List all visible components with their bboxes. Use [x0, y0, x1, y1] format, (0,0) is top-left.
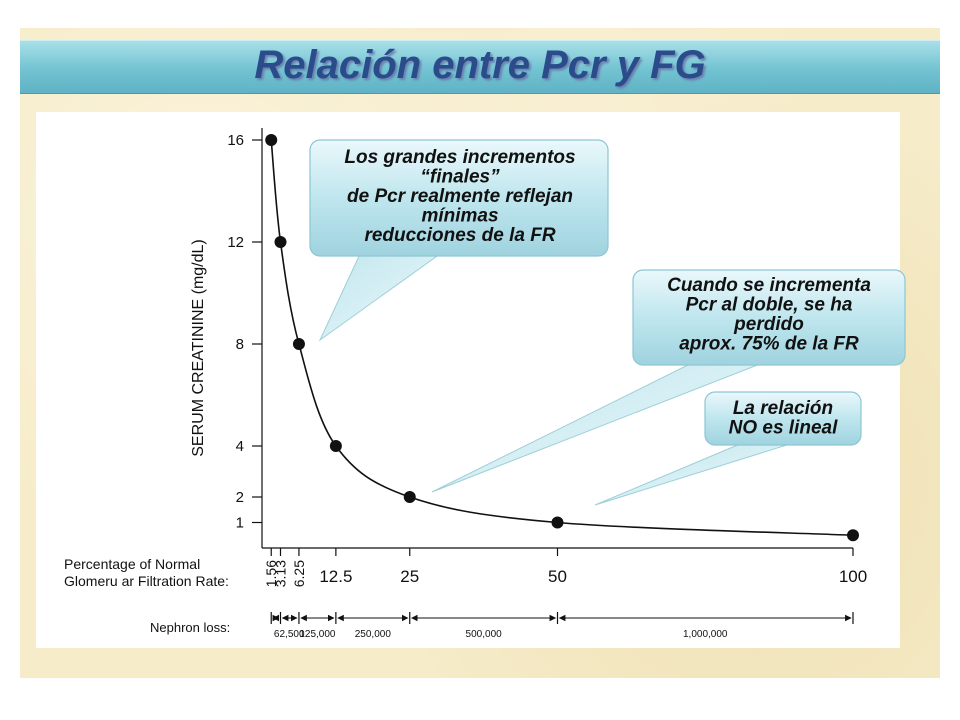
data-point — [329, 440, 342, 452]
y-tick-label: 1 — [236, 515, 244, 532]
data-point — [265, 134, 278, 146]
callout-1: Los grandes incrementos“finales”de Pcr r… — [309, 139, 609, 342]
x-tick-label: 100 — [839, 567, 867, 586]
nephron-segment-label: 500,000 — [466, 629, 503, 640]
data-point — [292, 338, 305, 350]
x-tick-label: 12.5 — [319, 567, 352, 586]
x-tick-label: 1.56 — [263, 560, 279, 587]
callout-tail — [318, 253, 442, 342]
callout-tail — [594, 443, 791, 506]
callout-line: La relación — [733, 398, 833, 419]
callout-line: Los grandes incrementos — [344, 147, 575, 168]
callout-box — [704, 391, 862, 446]
callout-line: Pcr al doble, se ha — [686, 295, 853, 316]
y-axis-label: SERUM CREATININE (mg/dL) — [190, 239, 207, 457]
x-tick-label: 3.13 — [272, 560, 288, 587]
x-tick-label: 6.25 — [291, 560, 307, 587]
y-tick-label: 4 — [236, 438, 244, 455]
nephron-segment-label: 250,000 — [355, 629, 392, 640]
nephron-start-label: 62,500 — [274, 629, 305, 640]
data-point — [551, 516, 564, 529]
callout-box — [632, 269, 906, 366]
x-axis-label: Percentage of Normal — [64, 556, 200, 572]
nephron-segment-label: 1,000,000 — [683, 629, 728, 640]
nephron-segment-label: 125,000 — [299, 629, 336, 640]
callout-line: mínimas — [421, 206, 498, 227]
title-bar — [20, 40, 940, 94]
callout-line: Cuando se incrementa — [667, 275, 871, 296]
nephron-loss-label: Nephron loss: — [150, 620, 230, 635]
y-tick-label: 12 — [227, 234, 244, 251]
x-axis-label: Glomeru ar Filtration Rate: — [64, 573, 229, 589]
callout-line: perdido — [733, 314, 804, 335]
data-point — [274, 236, 287, 248]
callout-box — [309, 139, 609, 257]
callout-line: aprox. 75% de la FR — [679, 334, 859, 355]
x-tick-label: 25 — [400, 567, 419, 586]
x-tick-label: 50 — [548, 567, 567, 586]
data-point — [847, 529, 859, 542]
y-tick-label: 8 — [236, 336, 244, 353]
y-tick-label: 2 — [236, 489, 244, 506]
slide-title: Relación entre Pcr y FG — [254, 43, 706, 87]
y-tick-label: 16 — [227, 132, 244, 149]
data-point — [403, 491, 416, 503]
callout-line: NO es lineal — [729, 418, 838, 439]
callout-line: reducciones de la FR — [364, 225, 555, 246]
callout-line: “finales” — [420, 167, 500, 188]
callout-line: de Pcr realmente reflejan — [347, 186, 573, 207]
